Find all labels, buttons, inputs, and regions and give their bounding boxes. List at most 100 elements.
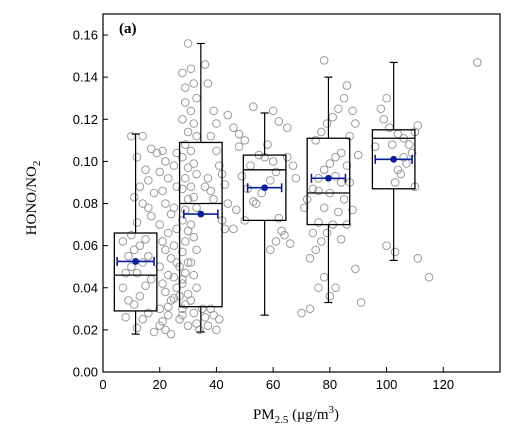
data-point: [376, 104, 386, 114]
box: [113, 232, 158, 312]
y-tick-label: 0.08: [73, 196, 98, 211]
data-point: [163, 302, 173, 312]
data-point: [172, 283, 182, 293]
data-point: [138, 131, 147, 141]
data-point: [240, 136, 250, 145]
data-point: [348, 106, 357, 116]
data-point: [197, 304, 207, 314]
data-point: [180, 173, 190, 183]
data-point: [175, 315, 184, 324]
data-point: [152, 148, 162, 158]
data-point: [127, 262, 136, 272]
box-whiskers: [113, 42, 416, 335]
data-point: [180, 140, 190, 149]
data-point: [266, 245, 275, 255]
data-point: [118, 283, 128, 293]
data-point: [180, 83, 190, 93]
data-point: [209, 195, 218, 204]
x-tick-label: 60: [266, 377, 280, 392]
data-point: [180, 98, 190, 107]
data-point: [132, 218, 142, 227]
y-tick-label: 0.14: [73, 70, 98, 85]
data-point: [317, 237, 326, 246]
data-point: [220, 180, 230, 189]
data-point: [214, 315, 224, 324]
data-point: [200, 312, 210, 322]
data-point: [234, 129, 244, 139]
data-point: [121, 268, 130, 278]
data-point: [172, 148, 182, 158]
mean-point: [261, 184, 269, 192]
data-point: [135, 241, 145, 250]
axes: 0.00 0.02 0.04 0.06 0.08 0.10 0.12 0.14 0.16 0 20 4…: [73, 28, 454, 392]
data-point: [178, 279, 187, 288]
data-point: [268, 106, 278, 116]
data-point: [277, 226, 286, 236]
box: [371, 129, 416, 190]
data-point: [132, 323, 142, 333]
data-point: [297, 308, 306, 318]
data-point: [178, 68, 187, 78]
data-point: [195, 325, 204, 335]
data-point: [144, 251, 153, 261]
data-point: [178, 152, 187, 162]
data-point: [169, 241, 179, 250]
data-point: [390, 178, 400, 187]
data-point: [178, 184, 187, 194]
data-point: [200, 60, 210, 69]
data-point: [121, 312, 130, 322]
data-point: [319, 165, 329, 175]
data-point: [183, 39, 193, 48]
data-point: [158, 146, 167, 156]
data-point: [229, 123, 238, 133]
data-point: [339, 93, 349, 103]
data-point: [291, 173, 301, 183]
data-point: [183, 321, 193, 330]
data-point: [161, 325, 170, 335]
data-point: [186, 258, 196, 267]
data-point: [305, 253, 315, 263]
x-tick-label: 100: [376, 377, 398, 392]
data-point: [178, 216, 187, 225]
data-point: [473, 58, 482, 67]
mean-point: [197, 210, 205, 218]
x-tick-label: 20: [152, 377, 166, 392]
data-point: [155, 220, 165, 229]
y-axis-title: HONO/NO2: [24, 161, 43, 236]
data-point: [266, 176, 275, 185]
data-point: [382, 241, 391, 250]
data-point: [311, 136, 320, 145]
mean-point: [325, 174, 332, 182]
data-point: [314, 218, 323, 227]
data-point: [331, 283, 340, 293]
data-point: [178, 310, 187, 320]
data-point: [268, 157, 278, 166]
x-tick-label: 120: [432, 377, 454, 392]
data-point: [183, 127, 193, 137]
data-point: [178, 247, 187, 257]
data-point: [158, 317, 167, 326]
data-point: [353, 150, 363, 160]
data-point: [178, 114, 187, 124]
mean-point: [132, 258, 140, 265]
data-point: [172, 224, 182, 234]
data-point: [212, 146, 221, 156]
data-point: [132, 268, 142, 278]
data-point: [237, 171, 247, 181]
data-point: [180, 205, 190, 215]
data-point: [342, 161, 352, 170]
data-point: [138, 199, 147, 208]
data-point: [283, 123, 292, 133]
data-point: [183, 163, 193, 173]
data-point: [183, 258, 193, 267]
y-tick-label: 0.10: [73, 154, 98, 169]
data-point: [285, 239, 295, 248]
data-point: [393, 165, 403, 175]
data-point: [149, 327, 159, 337]
data-point: [351, 119, 360, 128]
data-point: [234, 142, 244, 151]
data-point: [169, 272, 179, 282]
data-point: [129, 300, 139, 309]
data-point: [331, 152, 340, 162]
